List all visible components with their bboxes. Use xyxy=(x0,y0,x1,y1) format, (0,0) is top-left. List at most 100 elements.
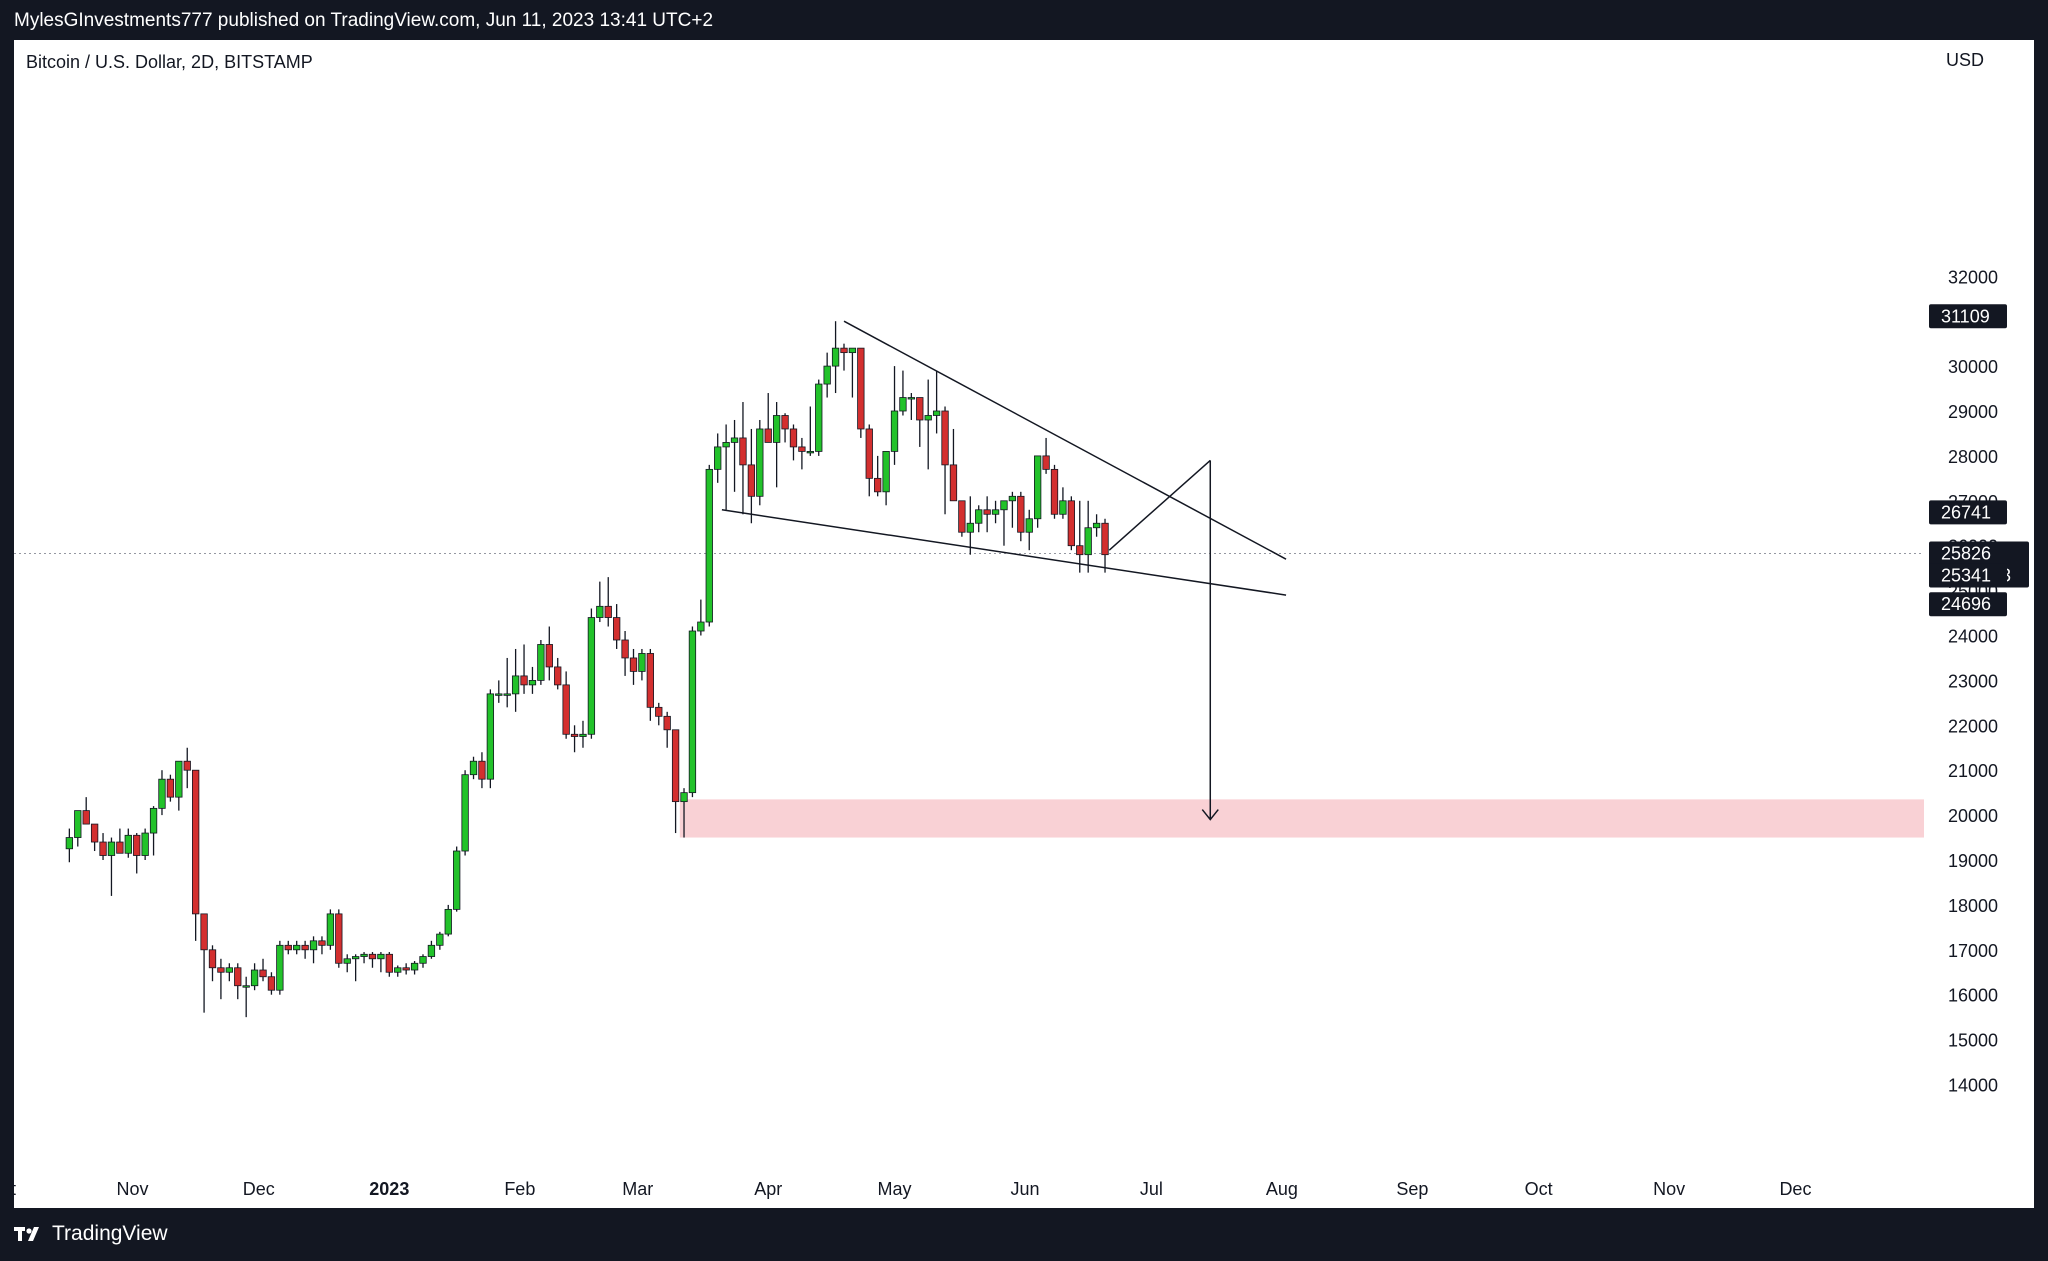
candle xyxy=(1059,487,1067,519)
candle xyxy=(840,343,848,371)
price-chart[interactable]: 14000 15000 16000 17000 18000 19000 20000 21000… xyxy=(14,40,2034,1208)
candle xyxy=(705,464,713,627)
price-tag-value: 31109 xyxy=(1941,306,1990,326)
upper-trendline xyxy=(843,320,1287,560)
candle-body xyxy=(772,415,781,443)
candle-body xyxy=(587,617,596,735)
candle xyxy=(772,402,781,488)
candle-body xyxy=(74,810,82,838)
candle-body xyxy=(604,605,612,618)
candle xyxy=(916,397,924,447)
candle-body xyxy=(1076,545,1084,556)
x-tick-label: Dec xyxy=(243,1179,275,1199)
candle xyxy=(149,806,158,856)
candle xyxy=(1084,500,1092,573)
candle xyxy=(335,909,343,968)
candle-body xyxy=(394,967,402,973)
candle xyxy=(427,940,436,959)
candle-body xyxy=(890,410,899,452)
candle xyxy=(1067,496,1075,551)
candle-body xyxy=(503,693,511,696)
y-tick-label: 17000 xyxy=(1948,941,1998,961)
x-tick-label: Feb xyxy=(504,1179,535,1199)
candle-body xyxy=(141,832,149,856)
candle-body xyxy=(596,605,604,618)
candle-body xyxy=(697,621,705,632)
candle-body xyxy=(1042,455,1050,470)
candle xyxy=(318,936,326,955)
candle-body xyxy=(99,841,107,856)
candle xyxy=(882,451,890,506)
candle-body xyxy=(874,477,882,493)
candle xyxy=(714,433,722,483)
candle-body xyxy=(823,365,831,385)
candle xyxy=(857,347,865,438)
candle xyxy=(436,931,444,950)
candle-body xyxy=(200,913,208,951)
candle xyxy=(975,505,983,533)
candle-body xyxy=(65,837,74,850)
price-tag: 25341 xyxy=(1929,563,2007,588)
candle-body xyxy=(907,397,916,400)
candle-body xyxy=(899,397,907,412)
candle-body xyxy=(655,706,663,717)
candle-body xyxy=(217,967,225,973)
candle xyxy=(419,954,427,968)
candle-body xyxy=(183,760,191,771)
candle-body xyxy=(747,464,756,497)
candle-body xyxy=(831,347,840,367)
candle xyxy=(217,958,225,1000)
candle xyxy=(1050,464,1059,519)
x-tick-label: Aug xyxy=(1266,1179,1298,1199)
candle xyxy=(175,760,183,811)
candle-body xyxy=(688,630,697,794)
candle xyxy=(1017,491,1025,542)
candle xyxy=(225,963,233,982)
x-tick-label: Nov xyxy=(117,1179,149,1199)
chart-area[interactable]: 14000 15000 16000 17000 18000 19000 20000 21000… xyxy=(14,40,2034,1208)
price-tag-box xyxy=(1929,500,2007,525)
candle xyxy=(1042,437,1050,474)
candle xyxy=(865,424,873,497)
candle-body xyxy=(537,644,545,681)
candle xyxy=(116,828,124,854)
x-tick-label: Jul xyxy=(1140,1179,1163,1199)
candle xyxy=(1000,500,1008,546)
price-tag-value: 25341 xyxy=(1941,565,1991,585)
candle-body xyxy=(410,962,419,971)
candle xyxy=(932,370,941,434)
candle-body xyxy=(486,693,495,780)
candle-body xyxy=(562,684,570,735)
candle-body xyxy=(242,985,250,988)
candle xyxy=(570,725,579,753)
candle xyxy=(301,940,309,959)
x-tick-label: Mar xyxy=(622,1179,653,1199)
candle-body xyxy=(276,944,284,991)
candle xyxy=(200,913,208,1013)
candle xyxy=(99,833,107,860)
y-tick-label: 21000 xyxy=(1948,761,1998,781)
y-tick-label: 30000 xyxy=(1948,357,1998,377)
x-tick-label: May xyxy=(878,1179,912,1199)
x-tick-label: Jun xyxy=(1011,1179,1040,1199)
candle-body xyxy=(1101,522,1109,556)
candle-body xyxy=(613,617,621,641)
candle-body xyxy=(267,976,276,991)
y-tick-label: 16000 xyxy=(1948,986,1998,1006)
price-tag: 24696 xyxy=(1929,592,2007,617)
tradingview-brand: TradingView xyxy=(52,1222,168,1245)
candle xyxy=(739,402,747,515)
tradingview-logo[interactable]: TradingView xyxy=(14,1222,168,1246)
candle-body xyxy=(495,693,503,696)
candle xyxy=(511,648,520,712)
candle-body xyxy=(335,913,343,964)
candles-layer xyxy=(65,321,1109,1018)
candle-body xyxy=(326,913,335,946)
candle-body xyxy=(528,680,537,686)
candle-body xyxy=(301,944,309,951)
candle xyxy=(874,455,882,497)
candle-body xyxy=(621,639,629,659)
candle xyxy=(158,770,166,816)
x-tick-label: Dec xyxy=(1779,1179,1811,1199)
candle-body xyxy=(966,522,974,533)
